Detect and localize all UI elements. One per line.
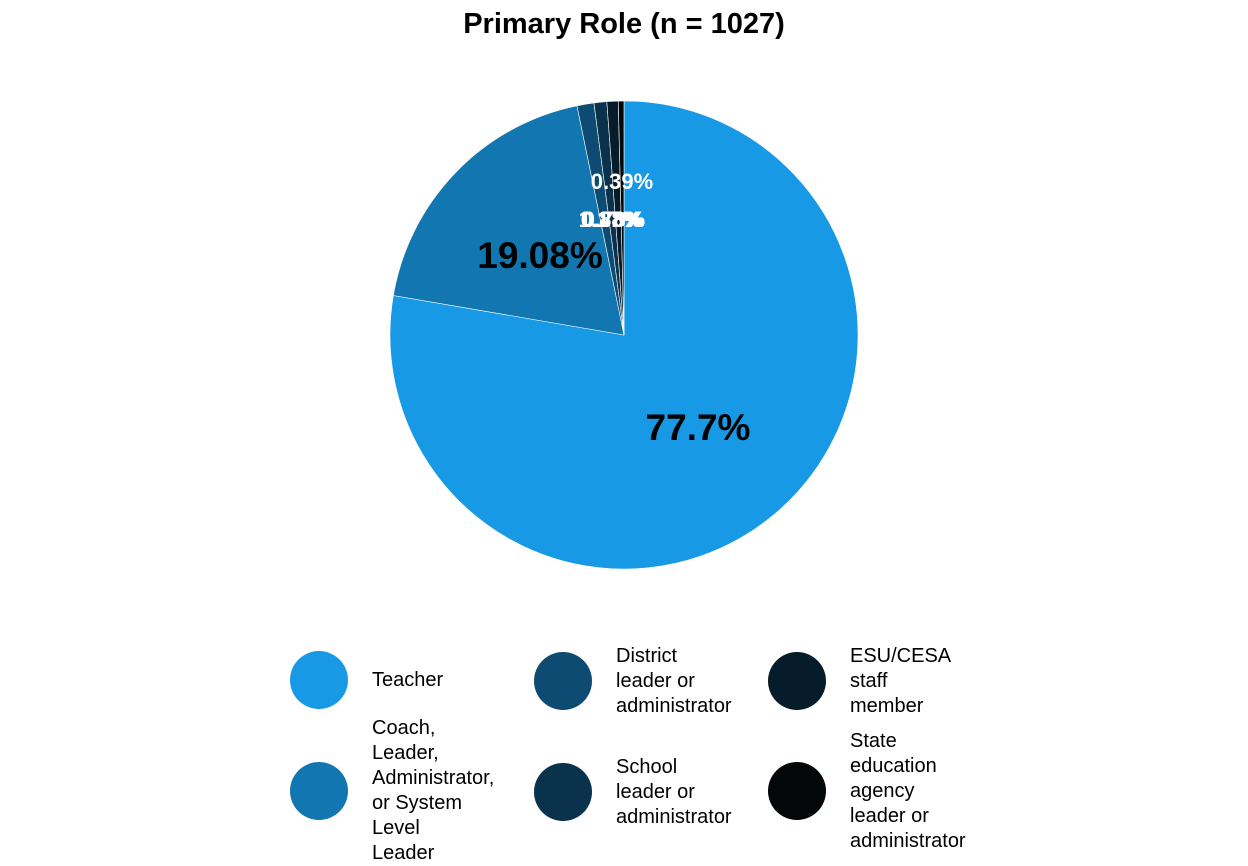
data-label-state-education-agency-leader-or-administrator: 0.39% [591,169,653,194]
data-label-coach-leader-administrator-or-system-level-leader: 19.08% [477,235,603,276]
data-label-esu-cesa-staff-member: 0.78% [583,207,645,232]
pie-slice-coach-leader-administrator-or-system-level-leader [393,105,625,336]
data-label-teacher: 77.7% [646,407,751,448]
data-label-school-leader-or-administrator: 0.88% [581,207,643,232]
pie-slice-state-education-agency-leader-or-administrator [617,100,625,336]
data-label-district-leader-or-administrator: 1.17% [579,207,641,232]
chart-title: Primary Role (n = 1027) [463,8,785,40]
